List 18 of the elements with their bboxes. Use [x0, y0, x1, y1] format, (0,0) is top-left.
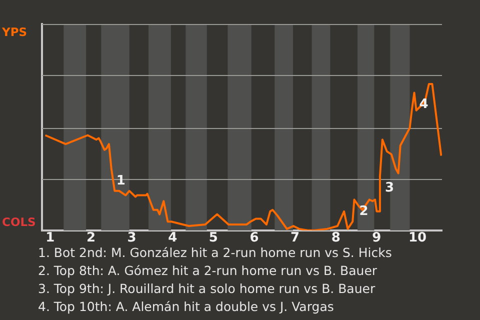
x-tick-label: 6 — [250, 230, 259, 246]
annotation: 1 — [116, 173, 126, 188]
x-tick-label: 7 — [290, 230, 300, 246]
x-tick-label: 2 — [86, 230, 96, 246]
text: COLS — [2, 214, 36, 230]
text: YPS — [2, 24, 28, 40]
x-tick-label: 10 — [408, 230, 427, 246]
text: 4. Top 10th: A. Alemán hit a double vs J. Vargas — [38, 298, 335, 316]
x-tick-label: 3 — [127, 230, 136, 246]
x-tick-label: 8 — [331, 230, 340, 246]
text: 1. Bot 2nd: M. González hit a 2-run home run vs S. Hicks — [38, 244, 392, 262]
text: 2. Top 8th: A. Gómez hit a 2-run home run vs B. Bauer — [38, 262, 378, 280]
x-tick-label: 9 — [372, 230, 382, 246]
text: 3. Top 9th: J. Rouillard hit a solo home run vs B. Bauer — [38, 280, 376, 298]
x-tick-label: 4 — [168, 230, 178, 246]
annotation: 3 — [384, 180, 394, 196]
x-tick-label: 1 — [46, 230, 55, 246]
x-tick-label: 5 — [208, 230, 218, 246]
